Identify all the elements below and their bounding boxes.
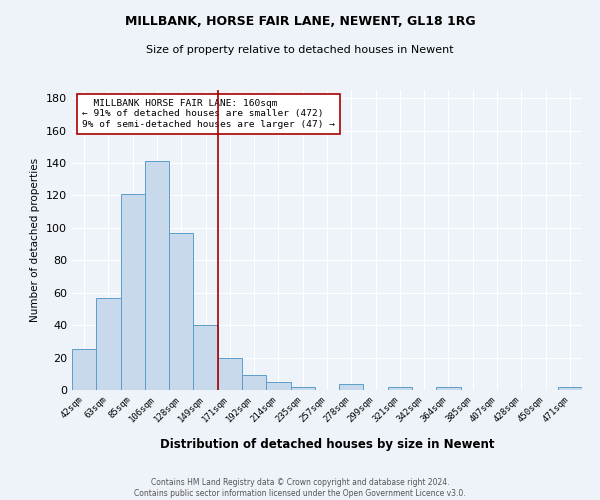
Text: Size of property relative to detached houses in Newent: Size of property relative to detached ho…	[146, 45, 454, 55]
Text: MILLBANK, HORSE FAIR LANE, NEWENT, GL18 1RG: MILLBANK, HORSE FAIR LANE, NEWENT, GL18 …	[125, 15, 475, 28]
Bar	[339, 384, 364, 390]
Bar	[193, 325, 218, 390]
Text: Contains HM Land Registry data © Crown copyright and database right 2024.
Contai: Contains HM Land Registry data © Crown c…	[134, 478, 466, 498]
Bar	[169, 232, 193, 390]
Bar	[96, 298, 121, 390]
Bar	[290, 387, 315, 390]
Y-axis label: Number of detached properties: Number of detached properties	[31, 158, 40, 322]
Bar	[72, 350, 96, 390]
X-axis label: Distribution of detached houses by size in Newent: Distribution of detached houses by size …	[160, 438, 494, 451]
Bar	[266, 382, 290, 390]
Bar	[388, 387, 412, 390]
Bar	[121, 194, 145, 390]
Bar	[218, 358, 242, 390]
Bar	[436, 387, 461, 390]
Bar	[558, 387, 582, 390]
Bar	[145, 162, 169, 390]
Bar	[242, 376, 266, 390]
Text: MILLBANK HORSE FAIR LANE: 160sqm
← 91% of detached houses are smaller (472)
9% o: MILLBANK HORSE FAIR LANE: 160sqm ← 91% o…	[82, 99, 335, 129]
